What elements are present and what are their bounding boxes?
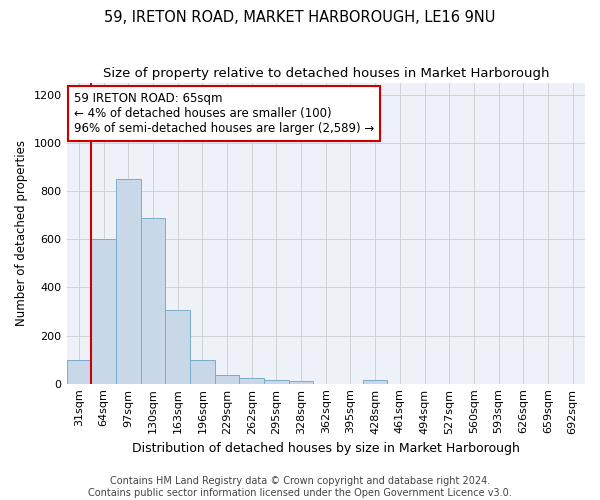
Y-axis label: Number of detached properties: Number of detached properties [15, 140, 28, 326]
Bar [165, 310, 190, 384]
Bar [140, 218, 165, 384]
Bar [264, 380, 289, 384]
Text: 59 IRETON ROAD: 65sqm
← 4% of detached houses are smaller (100)
96% of semi-deta: 59 IRETON ROAD: 65sqm ← 4% of detached h… [74, 92, 374, 135]
Bar [289, 382, 313, 384]
Bar [190, 360, 215, 384]
Bar [215, 376, 239, 384]
Bar [67, 360, 91, 384]
Bar [91, 240, 116, 384]
Bar [239, 378, 264, 384]
Title: Size of property relative to detached houses in Market Harborough: Size of property relative to detached ho… [103, 68, 549, 80]
Bar [363, 380, 388, 384]
Bar [116, 180, 140, 384]
Text: 59, IRETON ROAD, MARKET HARBOROUGH, LE16 9NU: 59, IRETON ROAD, MARKET HARBOROUGH, LE16… [104, 10, 496, 25]
X-axis label: Distribution of detached houses by size in Market Harborough: Distribution of detached houses by size … [132, 442, 520, 455]
Text: Contains HM Land Registry data © Crown copyright and database right 2024.
Contai: Contains HM Land Registry data © Crown c… [88, 476, 512, 498]
